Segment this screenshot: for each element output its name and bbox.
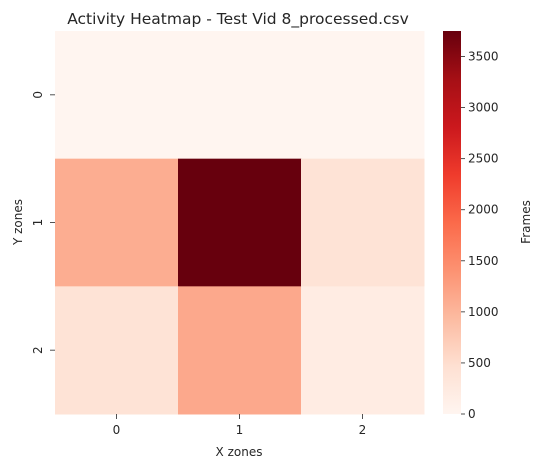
heatmap-cells xyxy=(55,31,425,415)
colorbar-tick-label: 0 xyxy=(468,407,476,421)
y-tick-label: 2 xyxy=(31,346,45,354)
heatmap-cell-r2-c2 xyxy=(301,286,425,415)
colorbar-ticks: 0 500 1000 1500 2000 2500 3000 3500 xyxy=(461,50,499,421)
colorbar-tick-label: 2000 xyxy=(468,203,499,217)
colorbar-tick-label: 2500 xyxy=(468,152,499,166)
colorbar xyxy=(443,31,461,414)
colorbar-tick-label: 3500 xyxy=(468,50,499,64)
colorbar-tick-label: 1000 xyxy=(468,305,499,319)
x-axis-label: X zones xyxy=(216,445,263,459)
heatmap-cell-r1-c1 xyxy=(178,158,302,287)
heatmap-cell-r2-c1 xyxy=(178,286,302,415)
y-axis-label: Y zones xyxy=(11,199,25,246)
y-tick-label: 0 xyxy=(31,91,45,99)
heatmap-cell-r2-c0 xyxy=(55,286,179,415)
x-tick-label: 0 xyxy=(113,423,121,437)
y-tick-label: 1 xyxy=(31,219,45,227)
x-axis-ticks: 0 1 2 xyxy=(113,414,367,437)
heatmap-cell-r0-c2 xyxy=(301,31,425,160)
y-axis-ticks: 0 1 2 xyxy=(31,91,55,354)
heatmap-cell-r1-c2 xyxy=(301,158,425,287)
x-tick-label: 2 xyxy=(359,423,367,437)
colorbar-tick-label: 500 xyxy=(468,356,491,370)
colorbar-tick-label: 3000 xyxy=(468,101,499,115)
colorbar-tick-label: 1500 xyxy=(468,254,499,268)
chart-title: Activity Heatmap - Test Vid 8_processed.… xyxy=(67,10,409,29)
heatmap-cell-r0-c0 xyxy=(55,31,179,160)
heatmap-cell-r0-c1 xyxy=(178,31,302,160)
x-tick-label: 1 xyxy=(236,423,244,437)
heatmap-cell-r1-c0 xyxy=(55,158,179,287)
colorbar-label: Frames xyxy=(519,200,533,244)
